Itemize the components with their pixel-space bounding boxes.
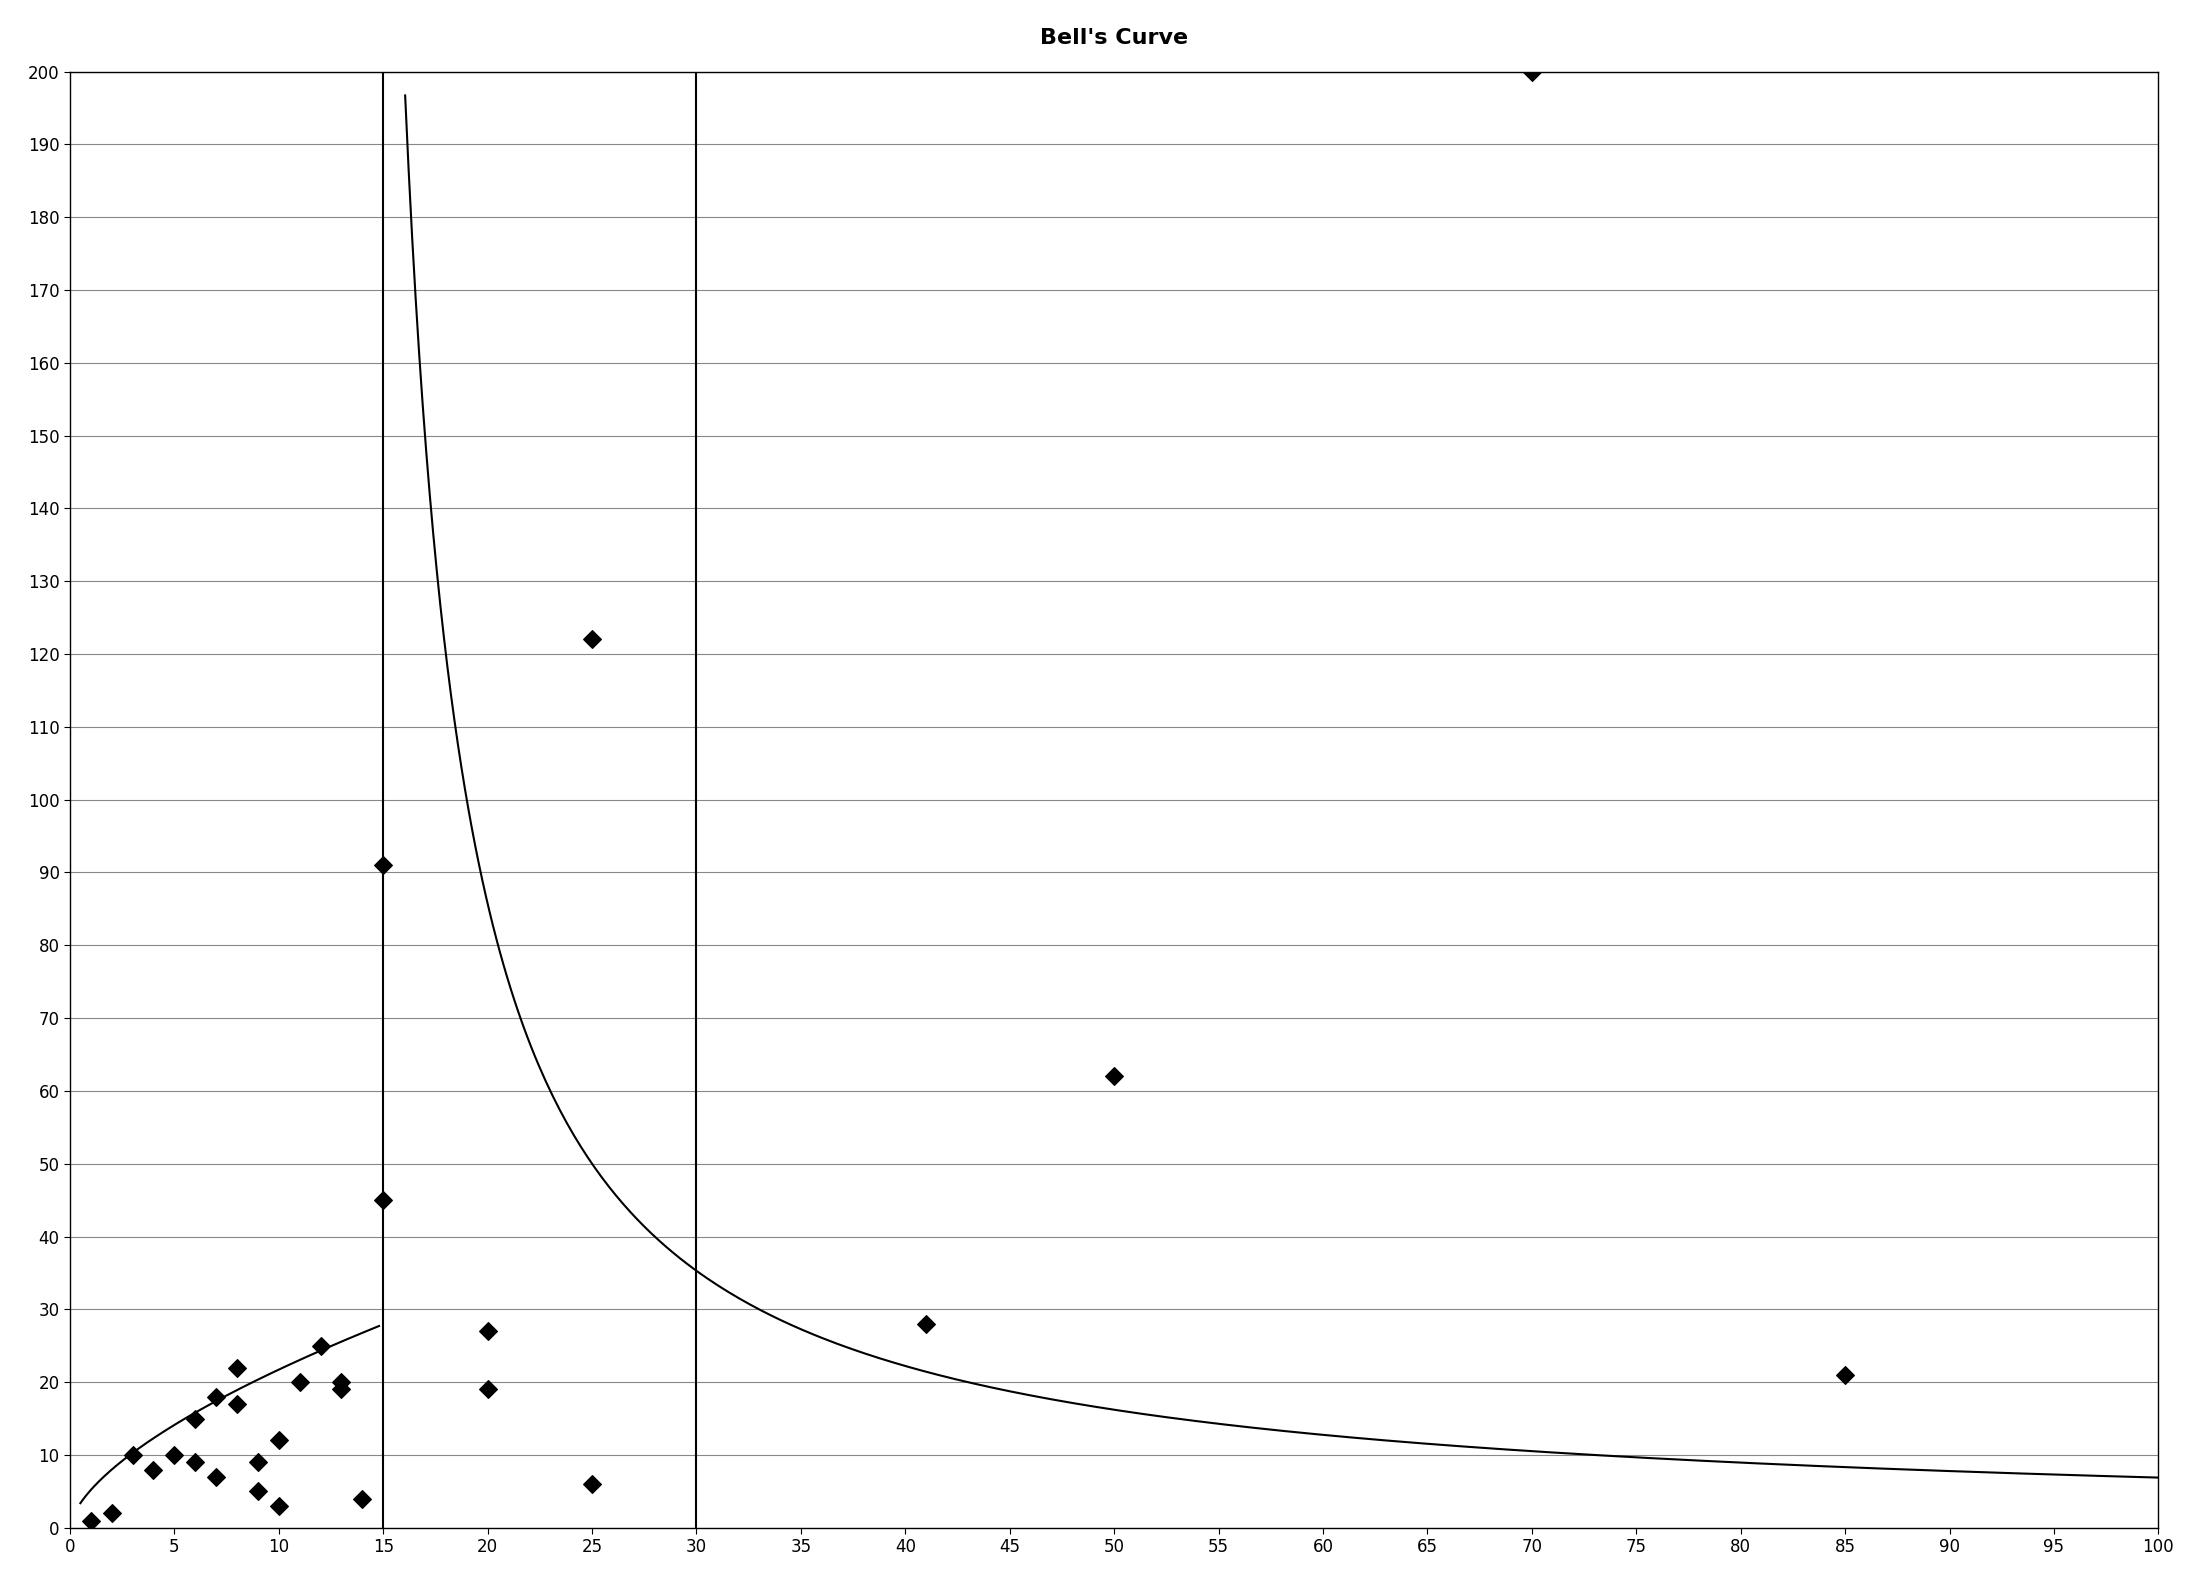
Point (469, 1376, 504, 1402)
Title: Bell's Curve: Bell's Curve (1039, 29, 1189, 48)
Point (115, 1443, 150, 1468)
Point (220, 1354, 255, 1380)
Point (909, 1312, 945, 1337)
Point (262, 1427, 297, 1453)
Point (366, 852, 401, 878)
Point (346, 1486, 381, 1511)
Point (575, 627, 610, 653)
Point (1515, 59, 1550, 84)
Point (178, 1449, 214, 1475)
Point (156, 1443, 192, 1468)
Point (469, 1318, 504, 1343)
Point (198, 1464, 233, 1489)
Point (240, 1479, 275, 1505)
Point (366, 1188, 401, 1213)
Point (282, 1370, 317, 1396)
Point (198, 1384, 233, 1410)
Point (178, 1407, 214, 1432)
Point (1828, 1362, 1863, 1388)
Point (95, 1500, 130, 1525)
Point (240, 1449, 275, 1475)
Point (1097, 1064, 1132, 1090)
Point (220, 1391, 255, 1416)
Point (575, 1472, 610, 1497)
Point (324, 1370, 359, 1396)
Point (304, 1334, 339, 1359)
Point (73, 1508, 108, 1533)
Point (262, 1494, 297, 1519)
Point (324, 1376, 359, 1402)
Point (137, 1457, 172, 1483)
